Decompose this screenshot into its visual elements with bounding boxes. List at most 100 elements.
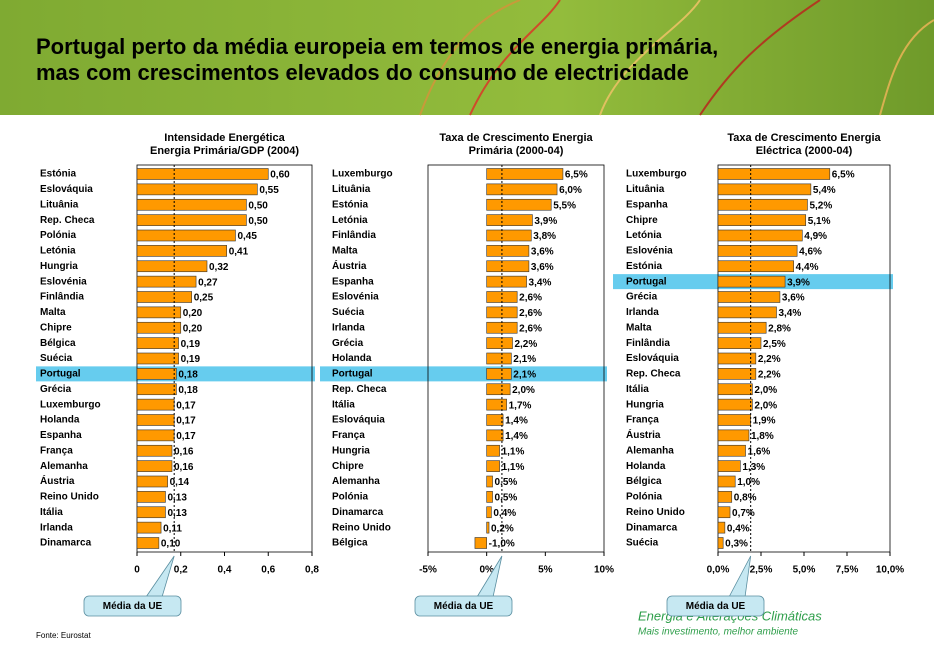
value-label: 1,8% — [751, 431, 774, 442]
category-label: Luxemburgo — [626, 169, 687, 180]
category-label: Malta — [40, 307, 66, 318]
category-label: Rep. Checa — [626, 369, 681, 380]
bar — [717, 429, 750, 442]
category-label: Reino Unido — [40, 492, 99, 503]
category-label: Letónia — [40, 246, 76, 257]
x-tick-label: 0,2 — [174, 565, 188, 576]
bar — [486, 383, 511, 396]
bar — [717, 337, 762, 349]
value-label: -1,0% — [489, 539, 515, 550]
value-label: 5,4% — [813, 185, 836, 196]
value-label: 2,0% — [754, 400, 777, 411]
bar — [136, 414, 175, 426]
value-label: 0,19 — [181, 354, 201, 365]
value-label: 0,20 — [183, 308, 203, 319]
chart-title: Intensidade Energética — [164, 132, 285, 144]
bar — [136, 168, 269, 180]
chart-title: Eléctrica (2000-04) — [756, 145, 853, 157]
bar — [717, 260, 794, 273]
bar — [136, 245, 227, 257]
value-label: 1,6% — [748, 446, 771, 457]
bar — [717, 275, 786, 288]
value-label: 0,3% — [725, 539, 748, 550]
callout-label: Média da UE — [434, 601, 494, 612]
callout-pointer — [476, 555, 503, 598]
x-tick-label: 5,0% — [793, 565, 816, 576]
x-tick-label: 5% — [538, 565, 553, 576]
value-label: 2,6% — [519, 308, 542, 319]
bar — [486, 444, 500, 457]
chart-title: Taxa de Crescimento Energia — [727, 132, 881, 144]
bar — [136, 183, 258, 196]
value-label: 0,27 — [198, 277, 218, 288]
callout-label: Média da UE — [103, 601, 163, 612]
value-label: 6,0% — [559, 185, 582, 196]
bar — [486, 245, 530, 257]
category-label: Dinamarca — [626, 522, 678, 533]
bar — [717, 352, 757, 365]
bar — [486, 475, 493, 488]
category-label: Reino Unido — [332, 522, 391, 533]
category-label: Holanda — [332, 353, 372, 364]
x-tick-label: 7,5% — [836, 565, 859, 576]
category-label: Letónia — [332, 215, 368, 226]
value-label: 3,6% — [782, 293, 805, 304]
value-label: 3,6% — [531, 262, 554, 273]
category-label: Finlândia — [332, 230, 376, 241]
category-label: Chipre — [332, 461, 364, 472]
category-label: Bélgica — [40, 338, 76, 349]
bar — [717, 306, 777, 319]
value-label: 2,0% — [512, 385, 535, 396]
bar — [717, 321, 767, 334]
value-label: 0,11 — [163, 523, 182, 534]
bar — [486, 521, 490, 534]
value-label: 4,9% — [804, 231, 827, 242]
category-label: Áustria — [626, 428, 661, 441]
bar — [136, 352, 179, 365]
category-label: Estónia — [40, 169, 77, 180]
value-label: 0,5% — [495, 477, 518, 488]
bar — [486, 183, 558, 196]
source-note: Fonte: Eurostat — [36, 631, 91, 640]
value-label: 2,5% — [763, 339, 786, 350]
bar — [136, 306, 182, 319]
x-tick-label: 10% — [594, 565, 614, 576]
bar — [717, 245, 798, 257]
category-label: Áustria — [40, 474, 75, 487]
category-label: Eslováquia — [626, 353, 679, 364]
value-label: 0,14 — [170, 477, 190, 488]
bar — [717, 444, 746, 457]
category-label: Luxemburgo — [332, 169, 393, 180]
category-label: Irlanda — [332, 322, 365, 333]
category-label: Suécia — [40, 353, 73, 364]
value-label: 0,50 — [248, 200, 268, 211]
category-label: Letónia — [626, 230, 662, 241]
x-tick-label: 0,0% — [707, 565, 730, 576]
value-label: 0,19 — [181, 339, 201, 350]
bar — [486, 398, 507, 411]
category-label: Alemanha — [40, 461, 88, 472]
category-label: Bélgica — [332, 538, 368, 549]
category-label: Eslovénia — [626, 246, 673, 257]
bar — [136, 475, 168, 488]
category-label: Dinamarca — [40, 538, 92, 549]
category-label: França — [40, 445, 73, 456]
bar — [717, 398, 753, 411]
value-label: 2,8% — [768, 323, 791, 334]
category-label: Estónia — [332, 199, 369, 210]
category-label: Hungria — [40, 261, 78, 272]
value-label: 1,7% — [509, 400, 532, 411]
value-label: 3,8% — [533, 231, 556, 242]
category-label: Grécia — [40, 384, 72, 395]
value-label: 3,9% — [534, 216, 557, 227]
category-label: Eslováquia — [40, 184, 93, 195]
value-label: 0,25 — [194, 293, 214, 304]
bar — [136, 521, 162, 534]
bar — [136, 214, 247, 226]
bar — [717, 291, 781, 303]
header-decoration — [419, 0, 934, 116]
bar — [136, 368, 177, 380]
bar — [486, 229, 532, 242]
category-label: Luxemburgo — [40, 399, 101, 410]
value-label: 0,17 — [176, 400, 196, 411]
